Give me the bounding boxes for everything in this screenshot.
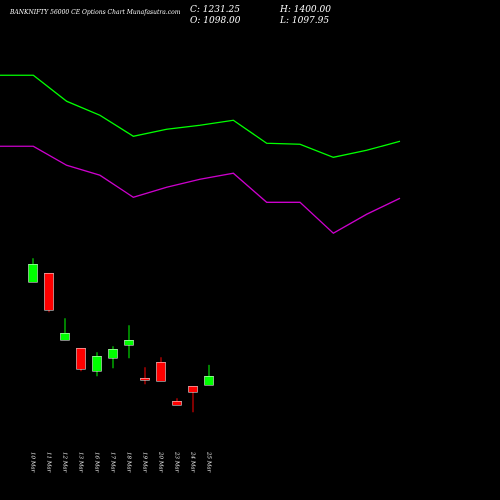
chart-title: BANKNIFTY 56000 CE Options Chart Munafas… [9,9,181,16]
close-label: C: 1231.25 [190,5,240,15]
x-tick-label: 20 Mar [158,451,164,473]
candle-body [188,386,198,393]
candle-body [108,349,118,359]
x-tick-label: 10 Mar [30,452,36,473]
high-label: H: 1400.00 [279,5,331,15]
candle-body [28,264,38,283]
x-tick-label: 24 Mar [190,451,196,473]
low-label: L: 1097.95 [279,16,329,26]
x-tick-label: 12 Mar [62,452,68,473]
indicator-line [0,74,401,158]
candle-body [44,272,54,311]
x-tick-label: 17 Mar [110,452,116,473]
candle-body [172,401,182,406]
candle-body [140,377,150,381]
x-tick-label: 19 Mar [142,452,148,473]
x-tick-label: 23 Mar [174,451,180,473]
candle-body [92,356,102,372]
x-tick-label: 18 Mar [126,452,132,473]
x-tick-label: 25 Mar [206,451,212,473]
candle-body [76,347,86,370]
candle-body [204,376,214,386]
candle-body [60,332,70,341]
indicator-line [0,145,401,235]
x-tick-label: 16 Mar [94,452,100,473]
candle-body [124,340,134,346]
open-label: O: 1098.00 [190,16,241,26]
x-tick-label: 13 Mar [78,452,84,473]
x-tick-label: 11 Mar [46,452,52,473]
candle-body [156,362,166,382]
